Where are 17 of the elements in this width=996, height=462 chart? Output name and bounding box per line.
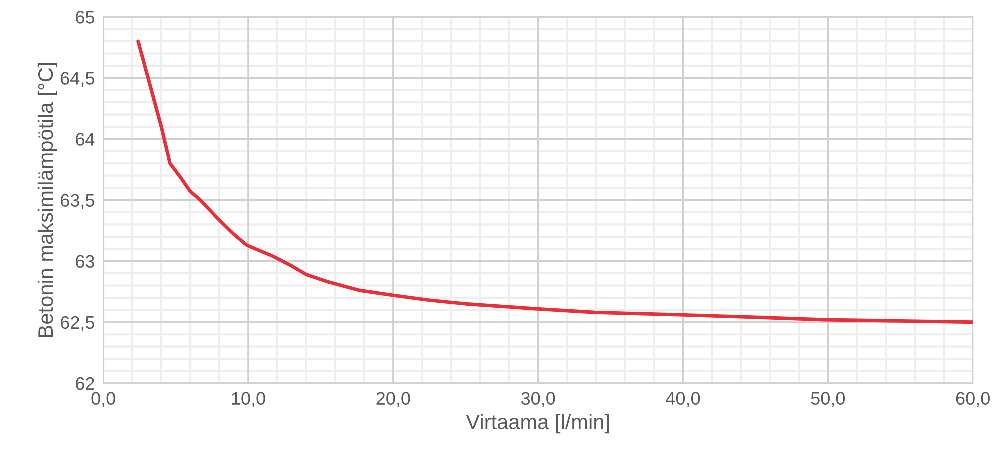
x-axis-title: Virtaama [l/min]: [466, 414, 610, 434]
y-tick-label: 64: [76, 133, 95, 146]
y-tick-label: 64,5: [61, 72, 94, 88]
y-tick-label: 63: [76, 255, 94, 268]
x-tick-label: 20,0: [376, 392, 410, 408]
y-tick-label: 63,5: [61, 194, 94, 210]
x-tick-label: 60,0: [956, 392, 990, 408]
x-tick-label: 40,0: [666, 392, 700, 408]
line-series: [136, 40, 974, 324]
x-tick-label: 10,0: [232, 392, 266, 408]
y-tick-label: 62,5: [61, 316, 94, 332]
x-tick-label: 0,0: [92, 392, 116, 408]
x-tick-label: 30,0: [521, 392, 556, 408]
y-tick-label: 65: [76, 11, 94, 24]
x-tick-label: 50,0: [811, 392, 846, 408]
y-tick-label: 62: [76, 377, 94, 390]
y-axis-title: Betonin maksimilämpötila [°C]: [38, 63, 58, 338]
